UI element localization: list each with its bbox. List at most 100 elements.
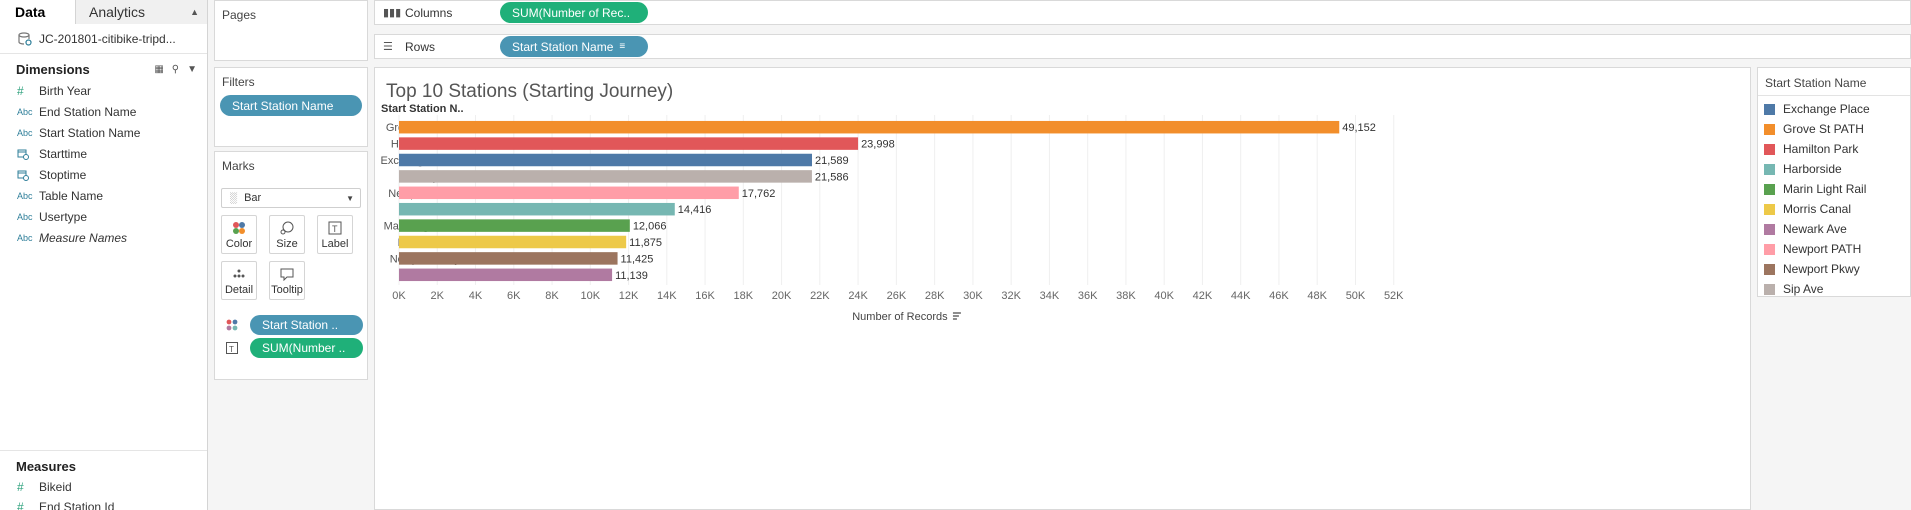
chart-title: Top 10 Stations (Starting Journey)	[386, 81, 674, 102]
x-axis-label: Number of Records	[852, 311, 948, 323]
field-label: End Station Name	[39, 104, 137, 119]
field-table-name[interactable]: Abc Table Name	[0, 185, 207, 206]
bar[interactable]	[399, 252, 618, 265]
columns-pill-sum-records[interactable]: SUM(Number of Rec..	[500, 2, 648, 23]
tooltip-button[interactable]: Tooltip	[269, 261, 305, 300]
bar[interactable]	[399, 170, 812, 183]
filter-pill-start-station[interactable]: Start Station Name	[220, 95, 362, 116]
measures-section: Measures # Bikeid # End Station Id	[0, 450, 207, 510]
value-label: 11,875	[629, 237, 662, 249]
field-end-station-id[interactable]: # End Station Id	[0, 497, 207, 510]
bar-mark-icon: ░	[230, 192, 238, 204]
columns-label: Columns	[405, 5, 453, 20]
x-tick-label: 34K	[1040, 290, 1060, 302]
legend-label: Hamilton Park	[1783, 142, 1859, 156]
legend-item[interactable]: Morris Canal	[1758, 199, 1910, 219]
legend-swatch	[1764, 103, 1775, 115]
calendar-clock-icon	[17, 148, 39, 160]
bar[interactable]	[399, 202, 675, 216]
x-tick-label: 42K	[1193, 290, 1213, 302]
mark-type-dropdown[interactable]: ░ Bar ▼	[221, 188, 361, 208]
field-stoptime[interactable]: Stoptime	[0, 164, 207, 185]
legend-item[interactable]: Sip Ave	[1758, 279, 1910, 299]
columns-shelf[interactable]: ▮▮▮ Columns SUM(Number of Rec..	[374, 0, 1911, 25]
x-tick-label: 32K	[1001, 290, 1021, 302]
field-starttime[interactable]: Starttime	[0, 143, 207, 164]
bar[interactable]	[399, 137, 859, 150]
string-icon: Abc	[17, 190, 33, 201]
field-measure-names[interactable]: Abc Measure Names	[0, 227, 207, 248]
value-label: 23,998	[861, 139, 895, 151]
columns-icon: ▮▮▮	[383, 7, 402, 19]
field-birth-year[interactable]: # Birth Year	[0, 80, 207, 101]
text-label-icon: T	[328, 219, 342, 237]
x-tick-label: 0K	[392, 290, 406, 302]
datasource-item[interactable]: JC-201801-citibike-tripd...	[0, 24, 207, 54]
detail-button[interactable]: Detail	[221, 261, 257, 300]
number-icon: #	[17, 500, 24, 510]
x-tick-label: 46K	[1269, 290, 1289, 302]
field-end-station-name[interactable]: Abc End Station Name	[0, 101, 207, 122]
size-label: Size	[276, 238, 298, 250]
rows-pill-start-station[interactable]: Start Station Name ≡	[500, 36, 648, 57]
search-icon[interactable]: ⚲	[171, 63, 180, 75]
legend-item[interactable]: Marin Light Rail	[1758, 179, 1910, 199]
x-tick-label: 44K	[1231, 290, 1251, 302]
label-button[interactable]: T Label	[317, 215, 353, 254]
legend-item[interactable]: Harborside	[1758, 159, 1910, 179]
x-tick-label: 26K	[887, 290, 907, 302]
pages-card[interactable]: Pages	[214, 0, 368, 61]
bar[interactable]	[399, 235, 627, 249]
legend-item[interactable]: Newport PATH	[1758, 239, 1910, 259]
dropdown-icon[interactable]: ▼	[187, 63, 197, 75]
legend-swatch	[1764, 223, 1775, 235]
rows-shelf[interactable]: ☰ Rows Start Station Name ≡	[374, 34, 1911, 59]
number-icon: #	[17, 83, 24, 98]
label-label: Label	[321, 238, 349, 250]
x-tick-label: 40K	[1154, 290, 1174, 302]
value-label: 21,589	[815, 155, 849, 167]
field-start-station-name[interactable]: Abc Start Station Name	[0, 122, 207, 143]
x-tick-label: 14K	[657, 290, 677, 302]
data-pane: Data Analytics ▲ JC-201801-citibike-trip…	[0, 0, 208, 510]
filters-card[interactable]: Filters Start Station Name	[214, 67, 368, 147]
mark-pill-sum-records[interactable]: SUM(Number ..	[250, 338, 363, 358]
mark-pill-start-station[interactable]: Start Station ..	[250, 315, 363, 335]
legend-item[interactable]: Newark Ave	[1758, 219, 1910, 239]
bar[interactable]	[399, 186, 739, 200]
tab-analytics[interactable]: Analytics ▲	[75, 0, 207, 24]
tab-menu-icon[interactable]: ▲	[190, 7, 199, 17]
legend-item[interactable]: Exchange Place	[1758, 99, 1910, 119]
x-tick-label: 10K	[581, 290, 601, 302]
bar[interactable]	[399, 120, 1340, 134]
rows-label: Rows	[405, 39, 436, 54]
legend-item[interactable]: Grove St PATH	[1758, 119, 1910, 139]
color-button[interactable]: Color	[221, 215, 257, 254]
rows-shelf-label: ☰ Rows	[375, 40, 500, 54]
field-usertype[interactable]: Abc Usertype	[0, 206, 207, 227]
legend-item[interactable]: Newport Pkwy	[1758, 259, 1910, 279]
field-label: Bikeid	[39, 480, 72, 494]
view-toggle-icon[interactable]: ▦	[154, 63, 164, 75]
string-icon: Abc	[17, 211, 33, 222]
size-button[interactable]: Size	[269, 215, 305, 254]
tab-data[interactable]: Data	[0, 0, 75, 24]
pane-tabs: Data Analytics ▲	[0, 0, 207, 24]
field-bikeid[interactable]: # Bikeid	[0, 477, 207, 497]
x-tick-label: 24K	[848, 290, 868, 302]
field-label: Stoptime	[39, 167, 87, 182]
value-label: 14,416	[678, 204, 712, 216]
legend-item[interactable]: Hamilton Park	[1758, 139, 1910, 159]
bar[interactable]	[399, 153, 812, 167]
bar[interactable]	[399, 219, 630, 232]
color-legend: Start Station Name Exchange Place Grove S…	[1757, 67, 1911, 297]
sort-icon: ≡	[619, 41, 626, 52]
value-label: 12,066	[633, 221, 667, 233]
tooltip-icon	[279, 265, 295, 283]
text-label-icon: T	[224, 342, 240, 354]
x-tick-label: 8K	[545, 290, 559, 302]
x-tick-label: 2K	[431, 290, 445, 302]
bar[interactable]	[399, 268, 613, 282]
field-label: Table Name	[39, 188, 104, 203]
string-icon: Abc	[17, 127, 33, 138]
